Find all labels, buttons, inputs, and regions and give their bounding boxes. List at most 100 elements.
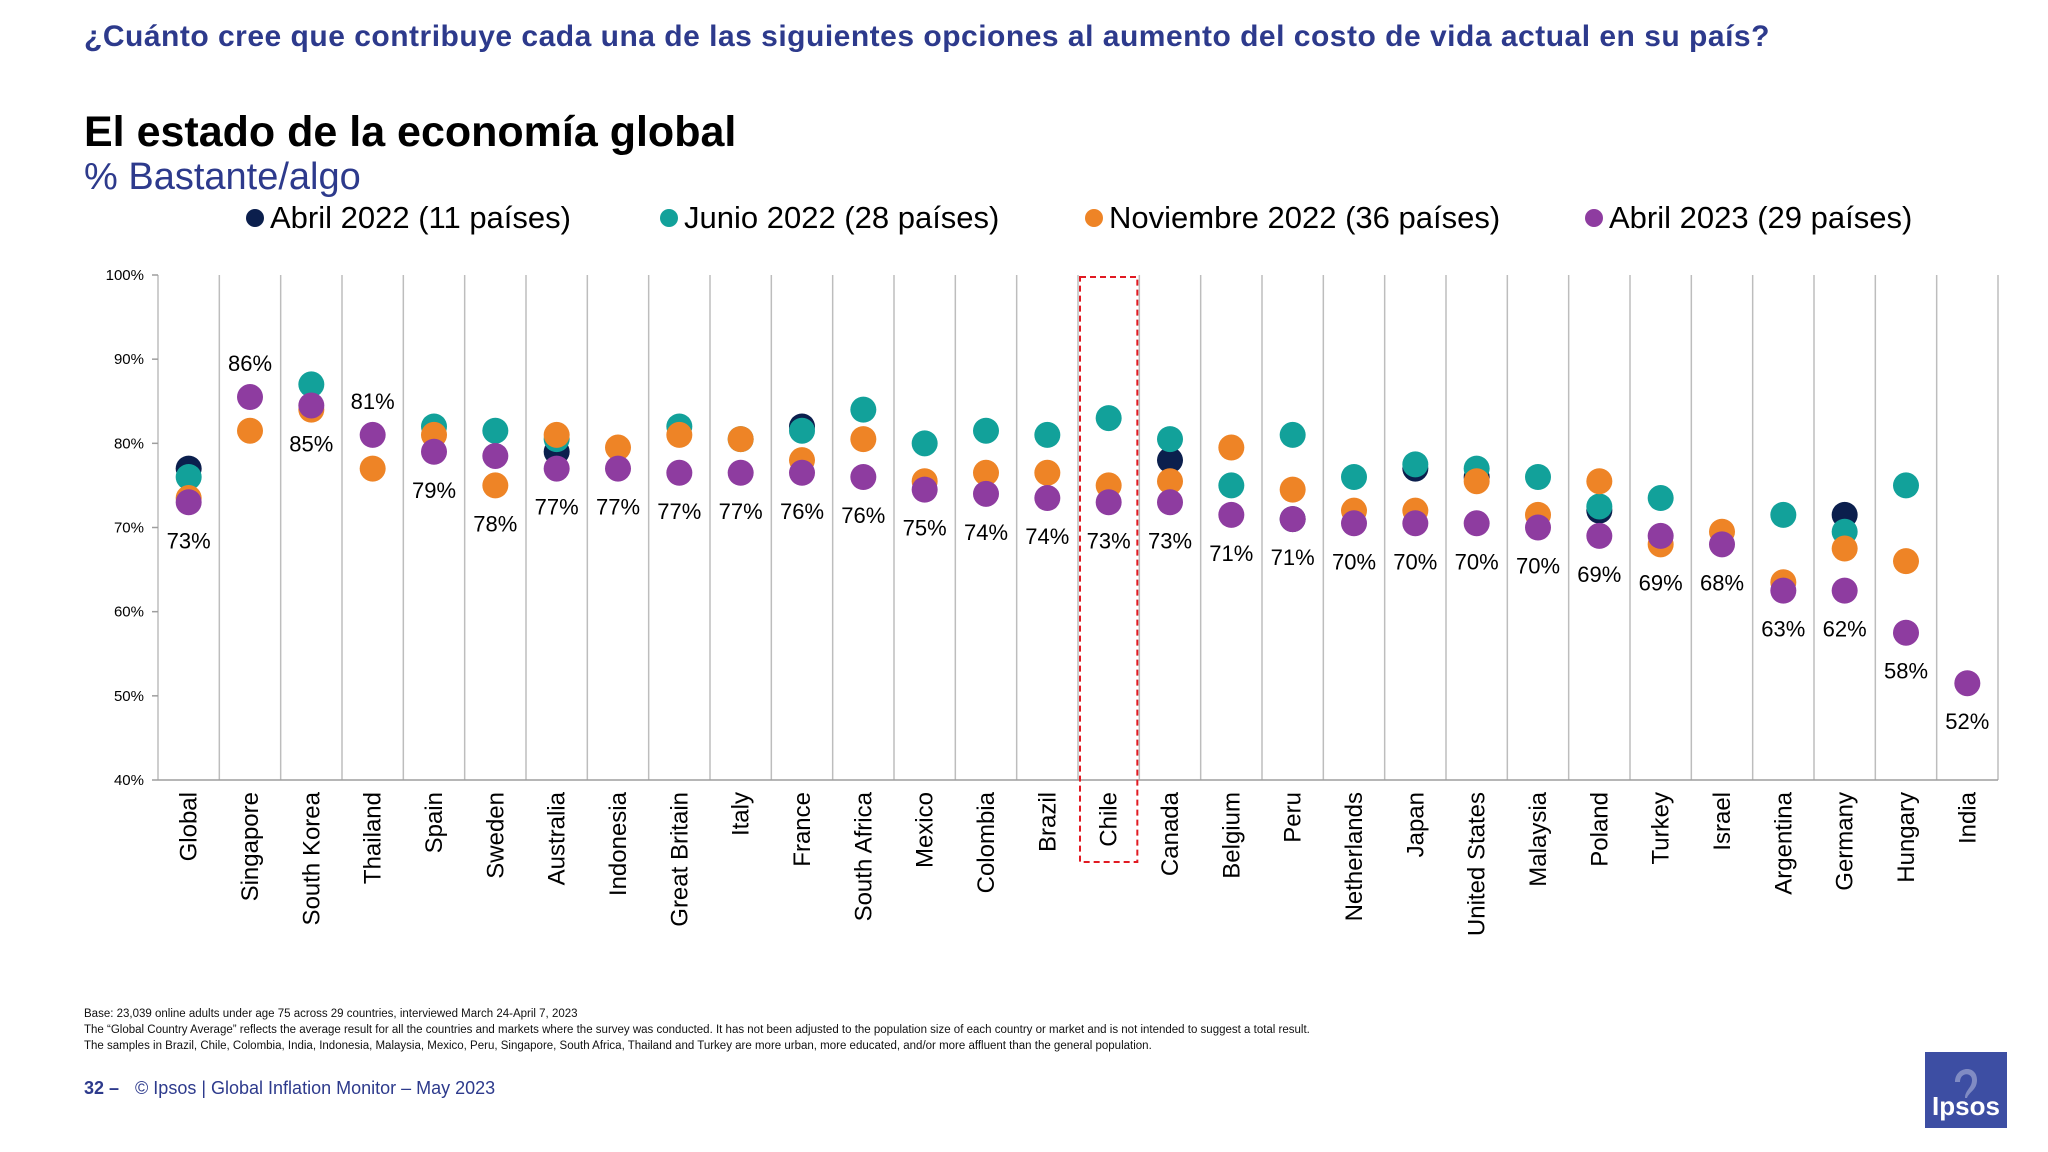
- legend: Abril 2022 (11 países) Junio 2022 (28 pa…: [0, 200, 2048, 250]
- data-point: [1034, 459, 1061, 486]
- data-point: [1463, 510, 1490, 537]
- logo-background: [1925, 1052, 2007, 1128]
- legend-item-junio-2022: Junio 2022 (28 países): [660, 200, 999, 236]
- data-point: [1770, 577, 1797, 604]
- x-category-label: Sweden: [482, 792, 509, 879]
- legend-swatch-dot-icon: [1085, 209, 1103, 227]
- data-point: [850, 396, 877, 423]
- data-point: [175, 464, 202, 490]
- data-point: [666, 421, 693, 448]
- x-category-label: Netherlands: [1341, 792, 1368, 921]
- data-point: [359, 455, 386, 482]
- x-category-label: Great Britain: [666, 792, 693, 927]
- y-tick-label: 50%: [114, 688, 144, 705]
- ipsos-logo: Ipsos: [1925, 1052, 2007, 1128]
- data-point: [973, 459, 999, 486]
- x-category-label: Brazil: [1034, 792, 1061, 852]
- x-category-label: Thailand: [360, 792, 387, 884]
- data-point: [605, 455, 631, 482]
- data-point: [1157, 426, 1183, 453]
- page-number: 32 –: [84, 1078, 120, 1098]
- y-tick-label: 90%: [114, 351, 144, 368]
- data-point: [605, 434, 631, 461]
- x-category-label: Argentina: [1770, 791, 1797, 894]
- data-point: [1402, 451, 1429, 478]
- data-point: [237, 417, 263, 444]
- data-label: 79%: [412, 478, 456, 503]
- legend-label: Abril 2022 (11 países): [270, 200, 571, 235]
- data-label: 71%: [1209, 541, 1253, 566]
- data-point: [482, 417, 509, 444]
- legend-label: Junio 2022 (28 países): [684, 200, 1000, 235]
- logo-head-icon: [1955, 1068, 1977, 1098]
- data-point: [237, 384, 263, 411]
- x-category-label: Canada: [1157, 791, 1184, 876]
- data-point: [1218, 501, 1245, 528]
- x-category-label: Singapore: [237, 792, 264, 901]
- x-category-label: Indonesia: [605, 791, 632, 896]
- data-point: [482, 472, 509, 499]
- legend-item-abril-2023: Abril 2023 (29 países): [1585, 200, 1912, 236]
- data-label: 77%: [719, 499, 763, 524]
- data-label: 85%: [289, 431, 333, 456]
- data-label: 77%: [596, 495, 640, 520]
- data-point: [1279, 421, 1306, 448]
- x-category-label: Israel: [1709, 792, 1736, 851]
- data-label: 58%: [1884, 659, 1928, 684]
- data-point: [973, 480, 999, 507]
- data-point: [1893, 472, 1919, 499]
- data-point: [175, 489, 202, 516]
- y-tick-label: 70%: [114, 520, 144, 537]
- data-point: [1341, 510, 1367, 537]
- data-point: [298, 371, 325, 398]
- x-category-label: Colombia: [973, 791, 1000, 893]
- legend-item-abril-2022: Abril 2022 (11 países): [246, 200, 571, 236]
- data-point: [1709, 531, 1735, 558]
- legend-swatch-dot-icon: [246, 209, 264, 227]
- dot-plot-chart: 40% 50% 60% 70% 80% 90% 100% Global Singapore Sou…: [106, 267, 1999, 936]
- footnote-gca: The “Global Country Average” reflects th…: [84, 1024, 1310, 1036]
- data-point: [1586, 468, 1613, 495]
- data-point: [1586, 493, 1613, 520]
- data-point: [789, 417, 815, 444]
- data-point: [1218, 472, 1245, 499]
- data-label: 74%: [964, 520, 1008, 545]
- data-point: [543, 421, 570, 448]
- x-category-label: Belgium: [1218, 792, 1245, 879]
- data-point: [727, 426, 754, 453]
- legend-swatch-dot-icon: [1585, 209, 1603, 227]
- x-category-label: Peru: [1280, 792, 1307, 843]
- x-category-label: United States: [1464, 792, 1491, 936]
- data-point: [850, 464, 877, 490]
- data-label: 77%: [657, 499, 701, 524]
- x-category-label: Italy: [728, 792, 755, 836]
- data-point: [1095, 489, 1122, 516]
- data-point: [1157, 489, 1183, 516]
- y-tick-label: 60%: [114, 604, 144, 621]
- data-label: 71%: [1271, 545, 1315, 570]
- footnote-base: Base: 23,039 online adults under age 75 …: [84, 1008, 578, 1020]
- data-label: 70%: [1332, 549, 1376, 574]
- data-point: [359, 421, 386, 448]
- data-point: [1647, 485, 1674, 512]
- data-point: [1831, 535, 1858, 562]
- data-point: [911, 476, 938, 503]
- data-label: 70%: [1516, 554, 1560, 579]
- data-point: [1402, 510, 1429, 537]
- x-category-label: Spain: [421, 792, 448, 853]
- data-label: 76%: [780, 499, 824, 524]
- question-text: ¿Cuánto cree que contribuye cada una de …: [84, 20, 1770, 53]
- data-point: [1463, 468, 1490, 495]
- legend-label: Abril 2023 (29 países): [1609, 200, 1913, 235]
- data-point: [1279, 506, 1306, 533]
- data-label: 75%: [903, 516, 947, 541]
- x-category-label: Chile: [1096, 792, 1123, 847]
- data-point: [543, 455, 570, 482]
- data-label: 68%: [1700, 570, 1744, 595]
- data-label: 70%: [1455, 549, 1499, 574]
- data-label: 73%: [1087, 528, 1131, 553]
- data-label: 52%: [1945, 709, 1989, 734]
- data-label: 62%: [1823, 617, 1867, 642]
- data-point: [1218, 434, 1245, 461]
- data-point: [1279, 476, 1306, 503]
